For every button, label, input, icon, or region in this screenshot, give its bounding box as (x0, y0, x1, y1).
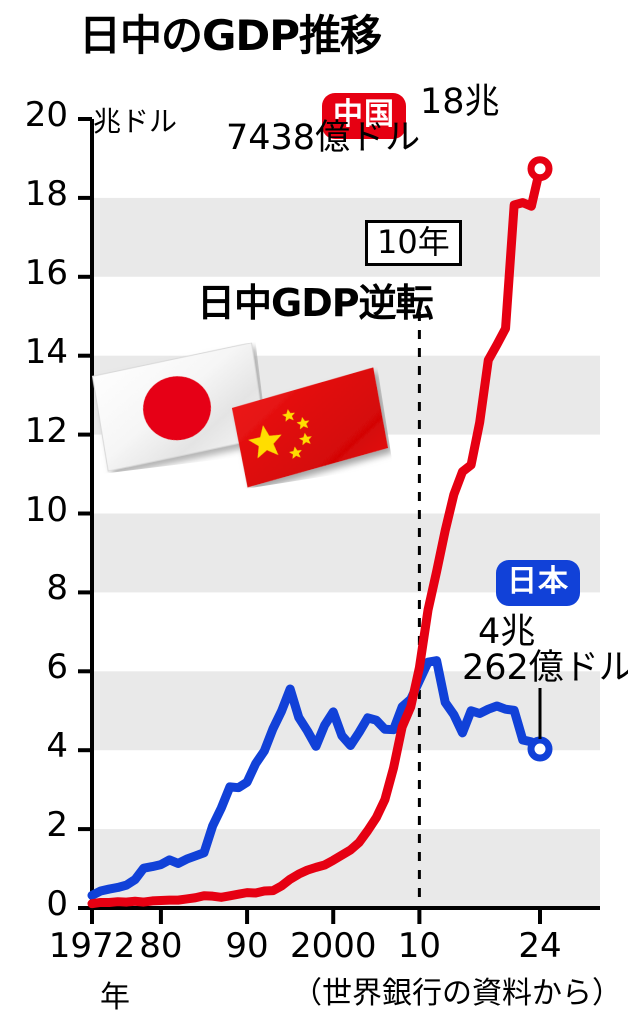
x-tick-label: 80 (139, 926, 183, 966)
page-title: 日中のGDP推移 (78, 11, 382, 60)
y-tick-label: 20 (24, 95, 68, 135)
y-tick-label: 14 (24, 331, 68, 372)
event-text: 日中GDP逆転 (197, 281, 434, 325)
x-tick-label: 10 (397, 926, 441, 966)
y-tick-label: 16 (24, 252, 68, 293)
callout-china-line2: 7438億ドル (226, 118, 421, 159)
series-lines (87, 164, 545, 909)
y-tick-label: 0 (46, 884, 68, 924)
series-badge-china: 中国 (322, 93, 406, 139)
axis-ticks (78, 117, 542, 924)
china-flag-icon (231, 367, 389, 488)
x-tick-label: 90 (225, 926, 269, 966)
callout-japan: 4兆 262億ドル (462, 612, 628, 687)
callout-china: 18兆 7438億ドル (226, 82, 500, 157)
x-tick-label: 1972 (48, 926, 136, 966)
y-tick-label: 18 (24, 173, 68, 214)
callout-japan-line1: 4兆 (478, 612, 536, 652)
x-tick-label: 2000 (289, 926, 377, 966)
x-axis-unit-label: 年 (100, 980, 130, 1015)
callout-japan-line2: 262億ドル (462, 648, 628, 689)
y-tick-label: 6 (46, 647, 68, 688)
event-year-box: 10年 (365, 220, 462, 266)
y-tick-label: 12 (24, 410, 68, 451)
y-tick-label: 8 (46, 568, 68, 609)
y-tick-label: 10 (24, 489, 68, 530)
y-tick-label: 4 (46, 726, 68, 767)
callout-china-line1: 18兆 (420, 82, 500, 122)
series-badge-japan: 日本 (496, 560, 580, 606)
japan-flag-icon (91, 342, 266, 472)
y-axis-unit-label: 兆ドル (93, 105, 178, 138)
y-tick-label: 2 (46, 805, 68, 846)
source-note: （世界銀行の資料から） (292, 976, 622, 1011)
endpoint-markers (527, 156, 553, 762)
x-tick-label: 24 (518, 926, 562, 966)
